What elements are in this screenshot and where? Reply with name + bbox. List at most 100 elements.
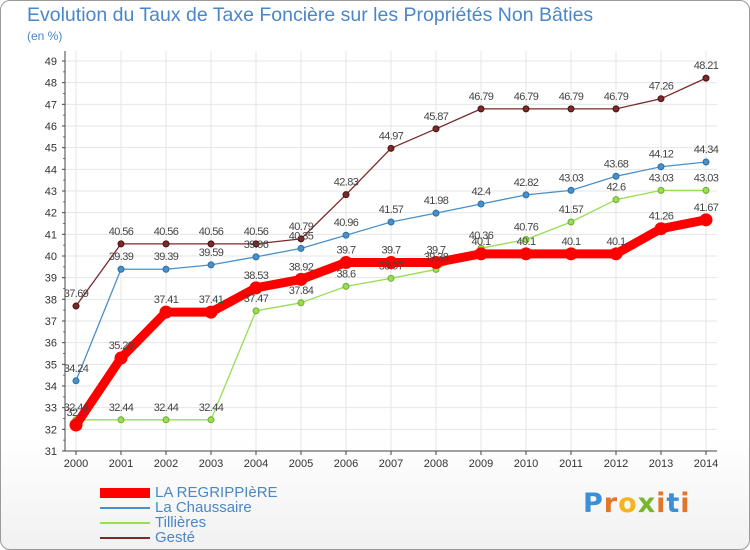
data-point	[249, 281, 263, 295]
data-point	[342, 282, 350, 290]
data-label: 39.7	[381, 245, 400, 257]
y-tick-label: 34	[45, 381, 57, 393]
y-tick-label: 45	[45, 143, 57, 155]
data-point	[657, 95, 665, 103]
x-tick-label: 2007	[379, 458, 403, 470]
y-tick-label: 40	[45, 251, 57, 263]
y-tick-label: 33	[45, 403, 57, 415]
data-label: 37.69	[64, 288, 89, 300]
data-point	[702, 74, 710, 82]
data-point	[612, 105, 620, 113]
data-point	[297, 244, 305, 252]
y-tick-label: 39	[45, 273, 57, 285]
x-tick-label: 2001	[109, 458, 133, 470]
data-point	[654, 222, 668, 236]
legend-swatch	[100, 488, 150, 498]
data-point	[522, 236, 530, 244]
data-point	[114, 351, 128, 365]
data-point	[567, 186, 575, 194]
data-label: 37.41	[154, 294, 179, 306]
data-label: 41.57	[559, 204, 584, 216]
data-point	[429, 256, 443, 269]
y-tick-label: 44	[45, 164, 57, 176]
data-label: 45.87	[424, 111, 449, 123]
data-point	[342, 231, 350, 239]
data-point	[297, 235, 305, 243]
y-tick-label: 36	[45, 338, 57, 350]
data-point	[162, 416, 170, 424]
x-tick-label: 2011	[559, 458, 583, 470]
data-point	[702, 158, 710, 166]
x-tick-label: 2013	[649, 458, 673, 470]
data-point	[207, 416, 215, 424]
data-label: 41.26	[649, 211, 674, 223]
y-tick-label: 38	[45, 294, 57, 306]
data-label: 34.24	[64, 363, 89, 375]
proxiti-logo: Proxiti	[583, 488, 691, 519]
legend-label: LA REGRIPPIèRE	[155, 484, 278, 501]
data-label: 35.29	[109, 340, 134, 352]
data-label: 43.68	[604, 158, 629, 170]
y-tick-label: 32	[45, 424, 57, 436]
data-label: 47.26	[649, 81, 674, 93]
data-label: 38.53	[244, 270, 269, 282]
data-point	[432, 209, 440, 217]
data-label: 38.6	[336, 268, 355, 280]
data-label: 42.83	[334, 177, 359, 189]
data-label: 40.76	[514, 222, 539, 234]
data-label: 39.39	[154, 251, 179, 263]
y-tick-label: 31	[45, 446, 57, 458]
data-label: 40.56	[199, 226, 224, 238]
y-tick-label: 42	[45, 208, 57, 220]
data-label: 39.96	[244, 239, 269, 251]
data-label: 41.98	[424, 195, 449, 207]
legend-item: Tillières	[100, 514, 350, 531]
data-label: 32.2	[66, 407, 85, 419]
data-point	[477, 105, 485, 113]
data-label: 42.82	[514, 177, 539, 189]
data-label: 44.97	[379, 130, 404, 142]
data-point	[159, 305, 173, 319]
data-label: 39.59	[199, 247, 224, 259]
legend-label: Gesté	[155, 529, 196, 546]
x-tick-label: 2014	[694, 458, 718, 470]
data-point	[117, 416, 125, 424]
data-label: 46.79	[559, 91, 584, 103]
data-point	[432, 125, 440, 133]
data-label: 41.57	[379, 204, 404, 216]
x-tick-label: 2012	[604, 458, 628, 470]
y-tick-label: 48	[45, 78, 57, 90]
data-point	[522, 191, 530, 199]
data-label: 39.38	[424, 251, 449, 263]
data-label: 46.79	[514, 91, 539, 103]
data-label: 32.44	[199, 402, 224, 414]
data-point	[474, 247, 488, 261]
legend-item: Gesté	[100, 529, 350, 546]
y-tick-label: 46	[45, 121, 57, 133]
data-label: 43.03	[649, 172, 674, 184]
data-label: 40.35	[289, 230, 314, 242]
y-tick-label: 41	[45, 229, 57, 241]
data-point	[702, 186, 710, 194]
data-label: 43.03	[694, 172, 719, 184]
data-point	[567, 105, 575, 113]
y-tick-label: 37	[45, 316, 57, 328]
data-point	[117, 265, 125, 273]
data-label: 42.4	[471, 186, 490, 198]
data-point	[657, 163, 665, 171]
axes: 31 32 33 34 35 36 37 38 39 40 41 42 43 44 45 46 47 48 49 20…	[45, 51, 718, 470]
data-label: 42.6	[606, 182, 625, 194]
legend-swatch	[100, 537, 150, 539]
data-label: 48.21	[694, 60, 719, 72]
x-tick-label: 2008	[424, 458, 448, 470]
data-point	[387, 274, 395, 282]
data-label: 46.79	[604, 91, 629, 103]
data-point	[522, 105, 530, 113]
data-point	[207, 240, 215, 248]
y-tick-label: 35	[45, 359, 57, 371]
data-point	[657, 186, 665, 194]
legend-swatch	[100, 507, 150, 509]
data-label: 40.96	[334, 217, 359, 229]
